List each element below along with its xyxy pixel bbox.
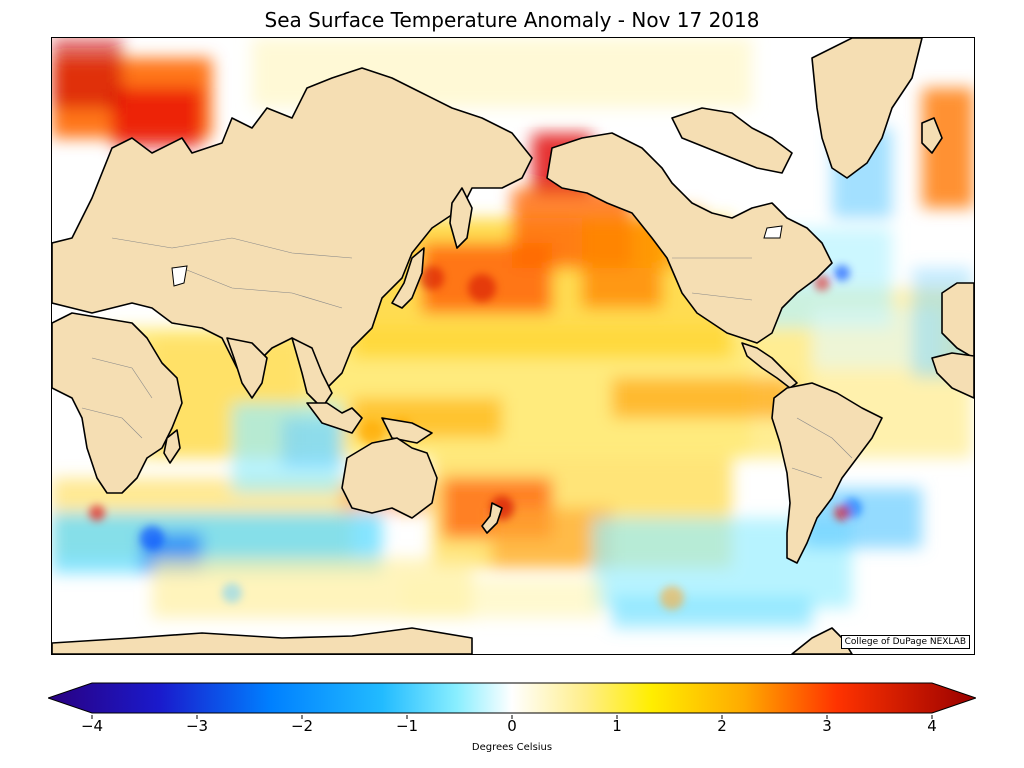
colorbar-tick-label: 3 (822, 717, 832, 735)
sst-anomaly-map: College of DuPage NEXLAB (51, 37, 975, 655)
landmass-eurasia (52, 67, 533, 389)
colorbar-tick-label: −3 (185, 717, 209, 735)
lakes (171, 225, 783, 287)
landmass-britain (921, 117, 943, 154)
landmass-central-america (741, 342, 798, 389)
colorbar-gradient (48, 682, 976, 714)
country-borders (81, 237, 853, 479)
colorbar-tick-label: 2 (717, 717, 727, 735)
colorbar-tick-label: −1 (395, 717, 419, 735)
landmass-japan (391, 247, 425, 309)
landmass-new-guinea (381, 417, 433, 444)
colorbar-tick-label: 4 (927, 717, 937, 735)
colorbar-title: Degrees Celsius (471, 742, 553, 753)
landmass-south-america (771, 382, 883, 564)
landmass-canadian-arctic (671, 107, 793, 174)
landmass-antarctica-right (791, 627, 853, 654)
landmass-africa-right (931, 352, 974, 399)
landmass-kamchatka (449, 187, 473, 249)
colorbar-tick-label: 0 (507, 717, 517, 735)
landmass-iberia-right (941, 282, 974, 359)
colorbar-ticks (91, 715, 933, 719)
colorbar-tick-label: 1 (612, 717, 622, 735)
landmass-australia (341, 437, 438, 519)
landmass-new-zealand (481, 502, 503, 534)
landmass-antarctica-left (52, 627, 473, 654)
landmass-madagascar (163, 429, 181, 464)
colorbar-tick-label: −4 (80, 717, 104, 735)
landmass-indonesia (306, 402, 363, 434)
landmass-africa (52, 312, 183, 494)
landmass-india (226, 337, 268, 399)
land-masses (52, 38, 974, 654)
map-canvas (52, 38, 974, 654)
credit-label: College of DuPage NEXLAB (840, 635, 970, 649)
landmass-se-asia (291, 337, 333, 409)
map-title: Sea Surface Temperature Anomaly - Nov 17… (264, 8, 760, 32)
colorbar-tick-label: −2 (290, 717, 314, 735)
landmass-north-america (546, 132, 833, 344)
landmass-greenland (811, 38, 923, 179)
colorbar (48, 682, 976, 714)
